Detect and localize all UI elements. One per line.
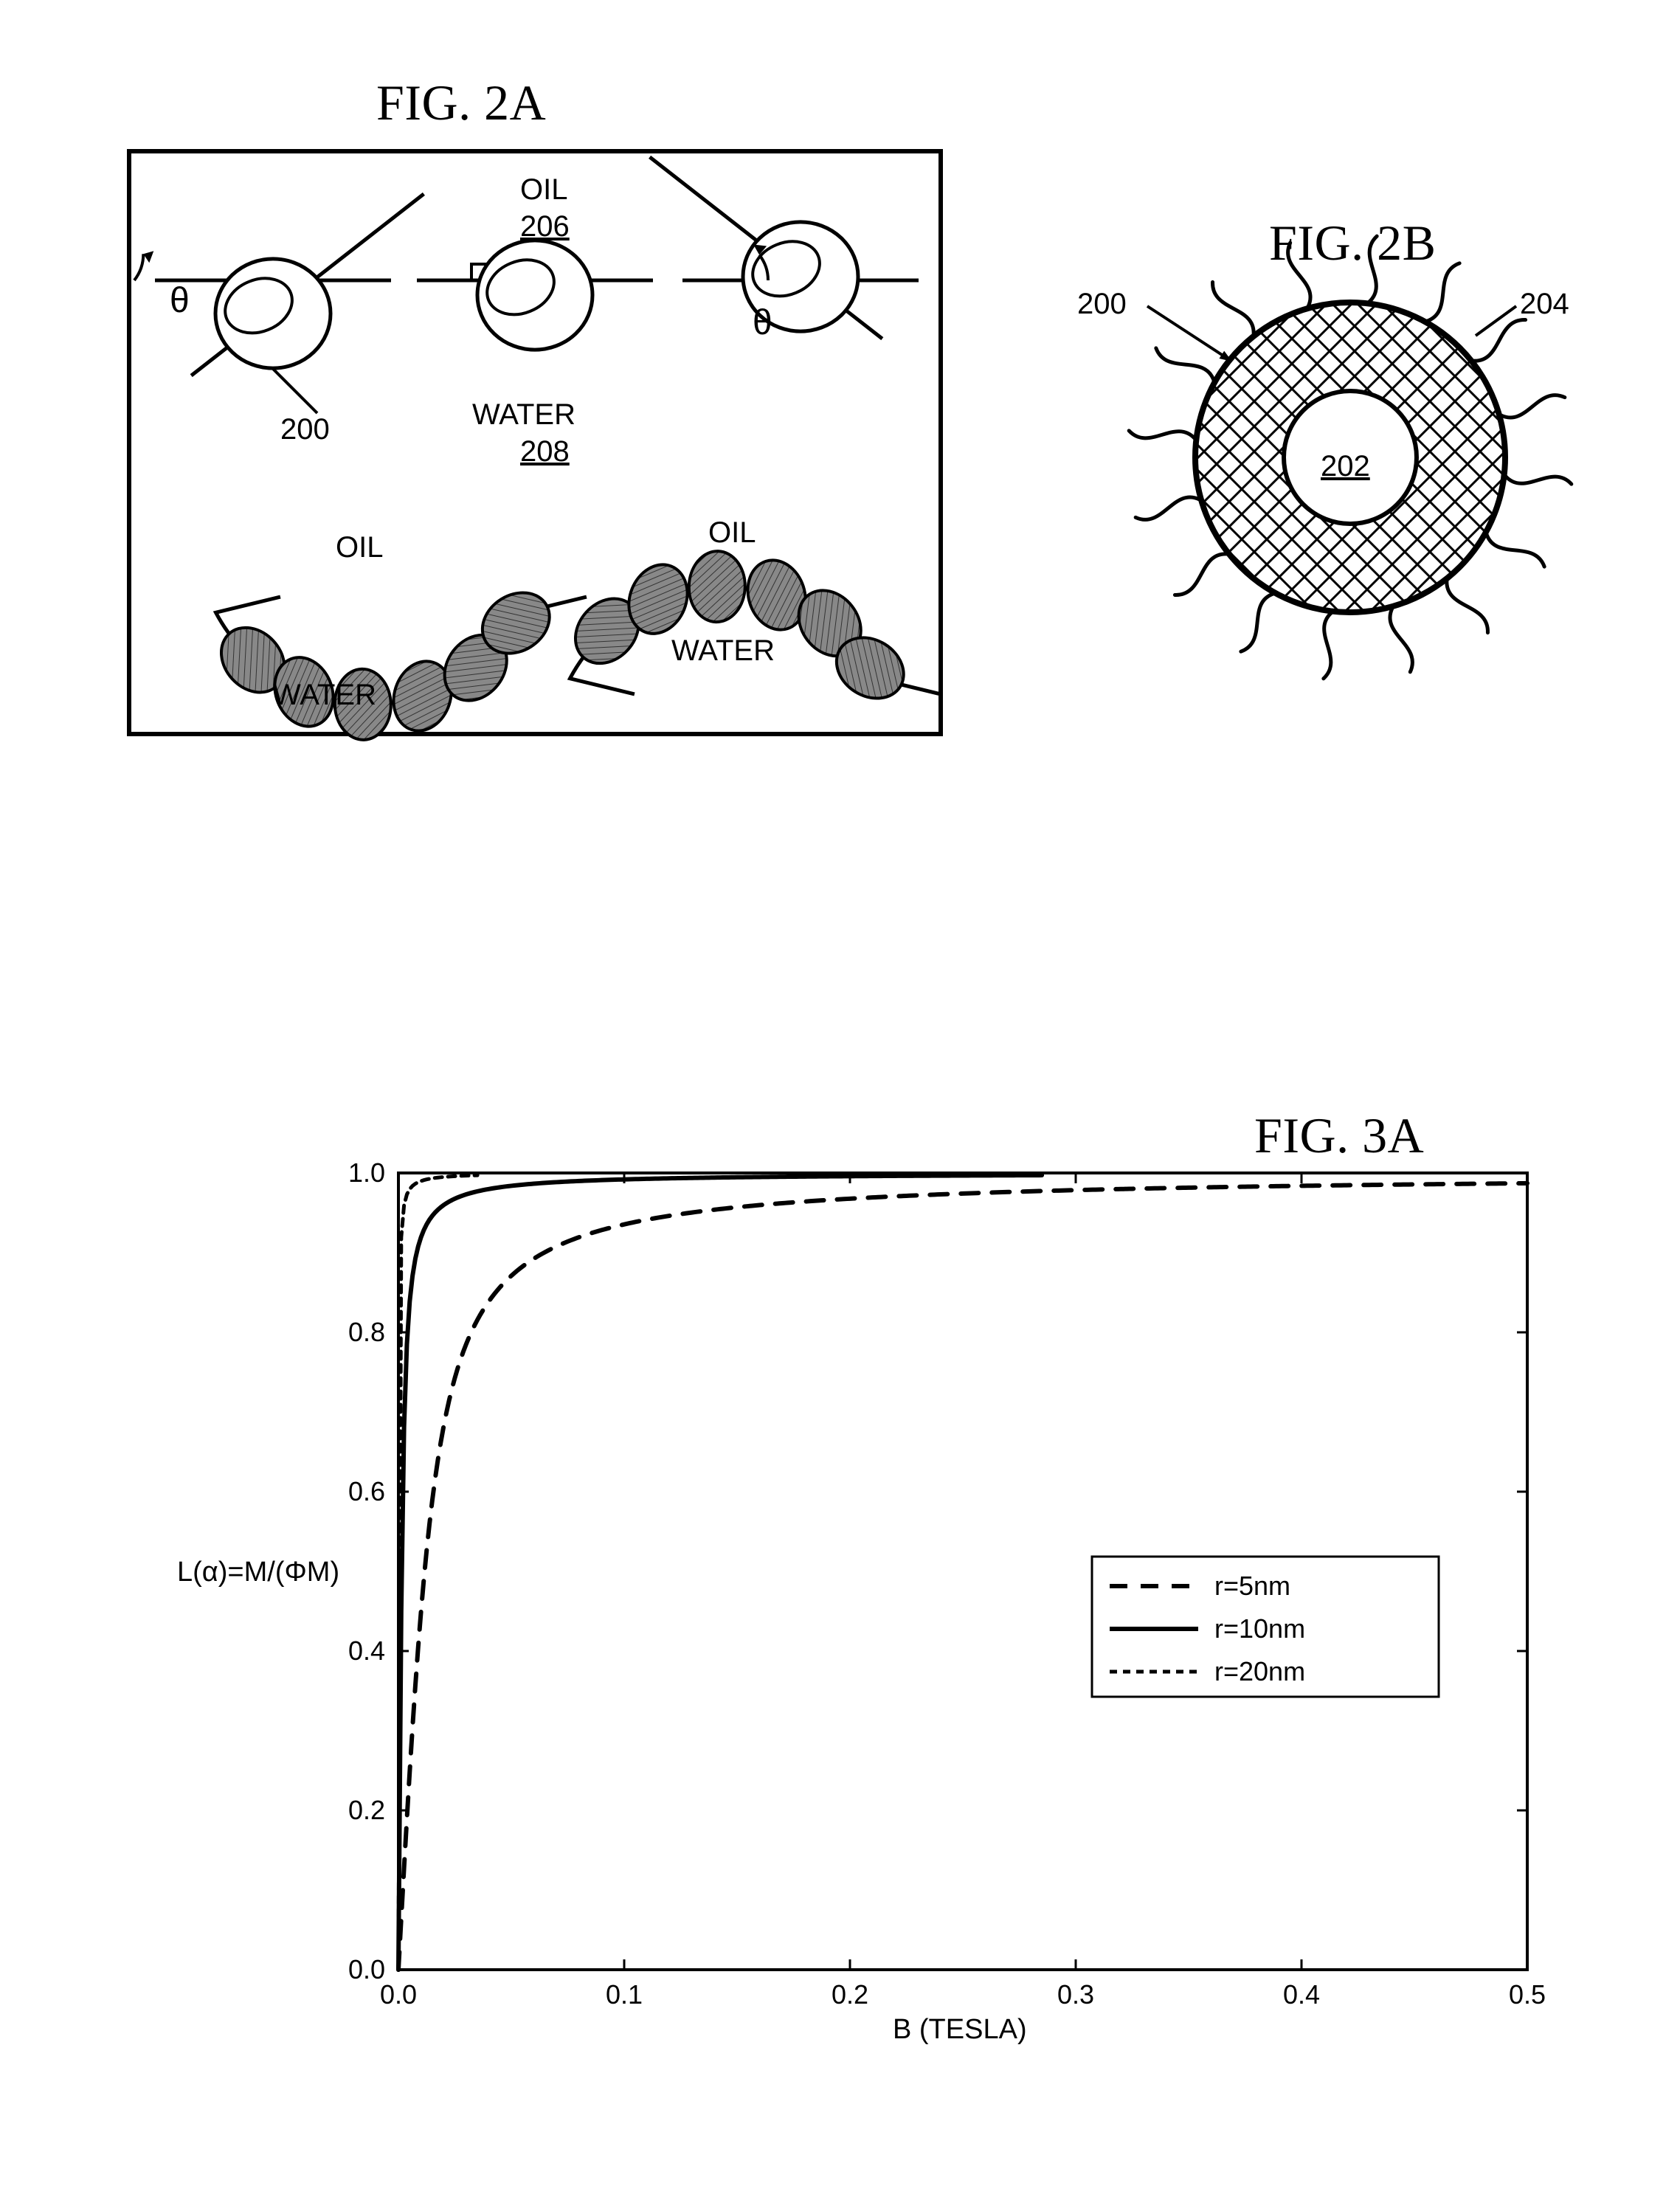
fig3a-ylabel: L(α)=M/(ΦM)	[177, 1557, 339, 1588]
page: FIG. 2A OIL 206 WATER 208 200 θ θ OIL WA…	[0, 0, 1680, 2208]
svg-text:0.5: 0.5	[1509, 1979, 1546, 2010]
svg-text:0.1: 0.1	[606, 1979, 643, 2010]
svg-text:0.3: 0.3	[1057, 1979, 1094, 2010]
svg-text:0.8: 0.8	[348, 1317, 385, 1347]
svg-text:0.2: 0.2	[832, 1979, 868, 2010]
fig3a-chart: 0.0 0.1 0.2 0.3 0.4 0.5 0.0 0.2 0.4 0.6 0.8 1.0 r=5n…	[0, 0, 1680, 2208]
svg-text:r=5nm: r=5nm	[1214, 1571, 1290, 1601]
svg-text:0.6: 0.6	[348, 1476, 385, 1506]
svg-text:0.2: 0.2	[348, 1795, 385, 1825]
svg-text:0.4: 0.4	[348, 1636, 385, 1666]
svg-text:r=10nm: r=10nm	[1214, 1613, 1305, 1644]
fig3a-xlabel: B (TESLA)	[893, 2014, 1027, 2046]
svg-text:0.4: 0.4	[1283, 1979, 1320, 2010]
svg-text:0.0: 0.0	[348, 1954, 385, 1984]
svg-text:1.0: 1.0	[348, 1157, 385, 1188]
svg-text:r=20nm: r=20nm	[1214, 1656, 1305, 1686]
svg-text:0.0: 0.0	[380, 1979, 417, 2010]
